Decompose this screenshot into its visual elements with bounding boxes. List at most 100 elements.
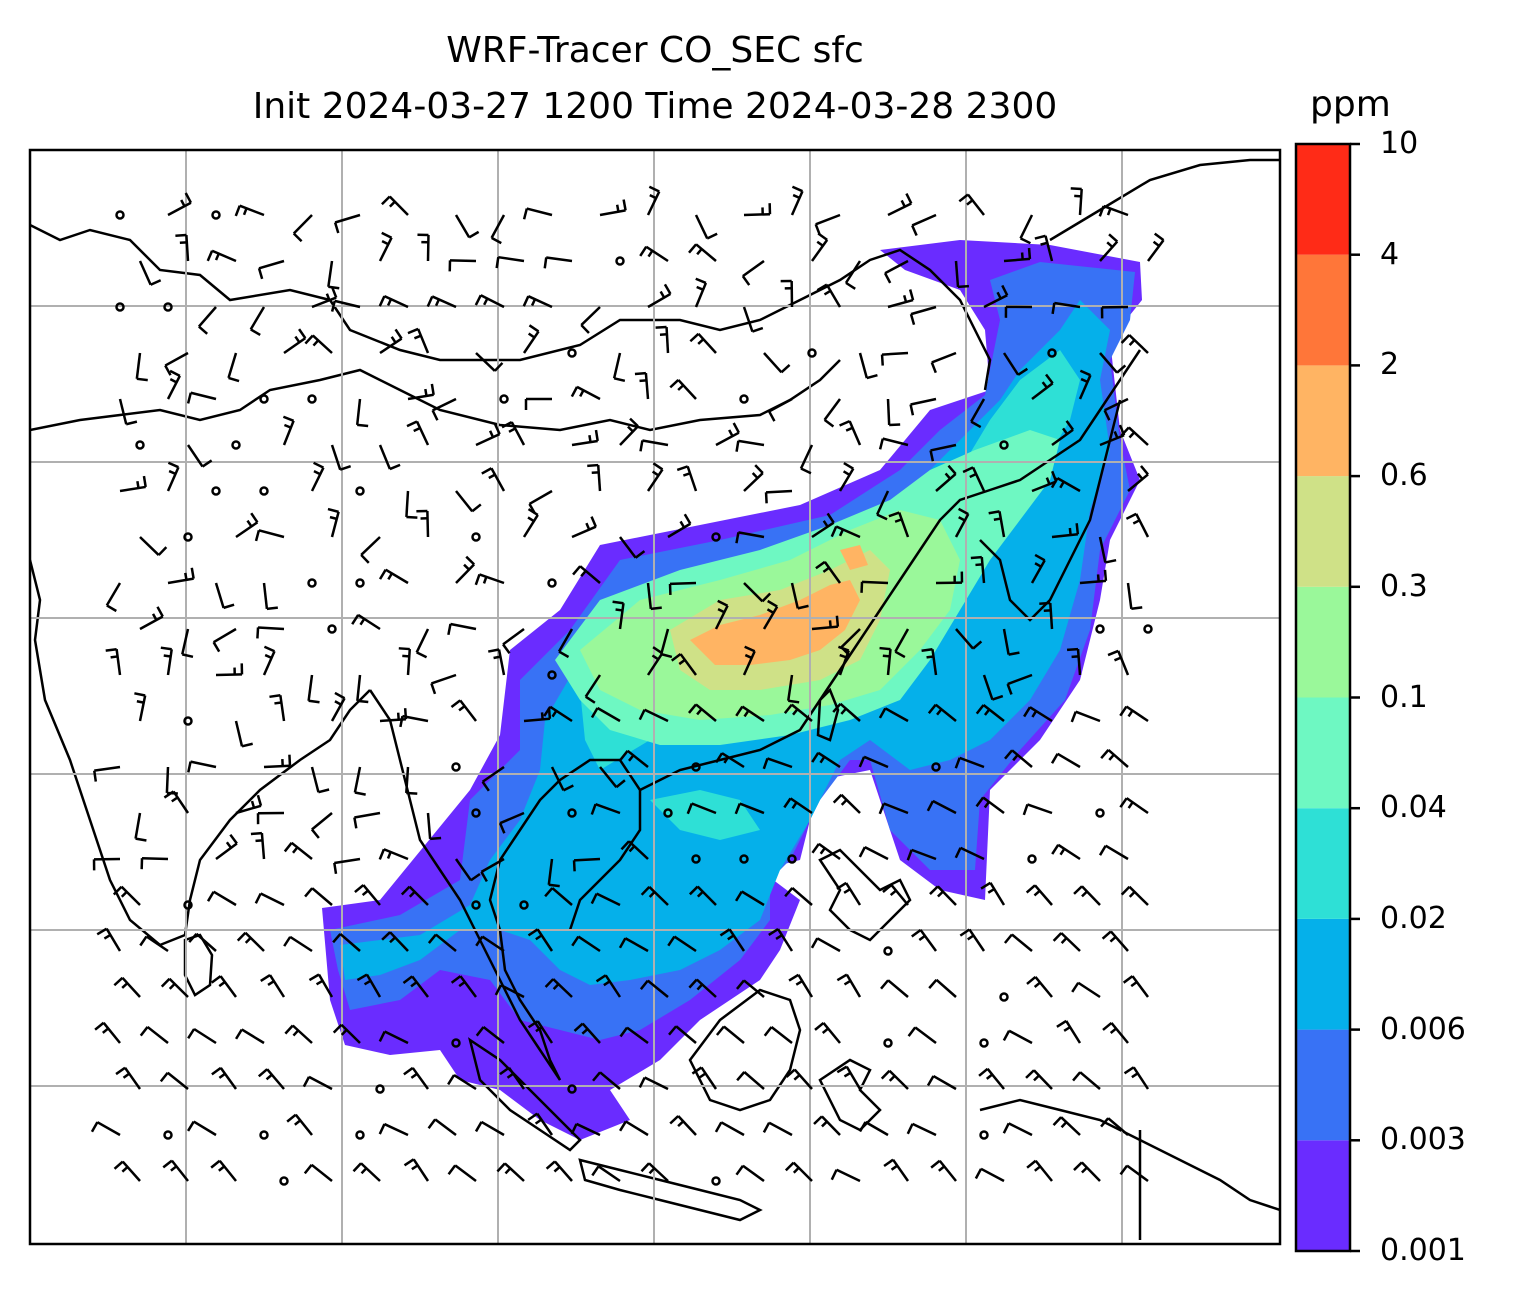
wind-barb (1127, 465, 1149, 492)
wind-barb (858, 755, 889, 769)
wind-barb (887, 193, 913, 217)
calm-wind-marker (259, 394, 269, 404)
wind-barb (1022, 803, 1053, 816)
wind-barb (254, 529, 285, 542)
calm-wind-marker (355, 1130, 365, 1140)
wind-barb (417, 233, 430, 262)
wind-barb (427, 933, 457, 952)
calm-wind-marker (739, 394, 749, 404)
wind-barb (790, 582, 809, 610)
wind-barb (227, 352, 240, 383)
wind-barb (768, 927, 794, 952)
wind-barb (1119, 797, 1149, 815)
wind-barb (332, 933, 361, 952)
wind-barb (980, 881, 1006, 906)
wind-barb (495, 255, 525, 269)
wind-barb (528, 489, 553, 515)
wind-barb (935, 571, 964, 585)
wind-barb (587, 463, 602, 492)
wind-barb (590, 892, 621, 907)
wind-barb (454, 214, 480, 239)
wind-barb (481, 765, 505, 792)
wind-barb (714, 599, 729, 630)
wind-barb (1050, 752, 1081, 769)
wind-barb (880, 979, 909, 998)
wind-barb (1066, 647, 1082, 676)
colorbar-tick-label: 0.1 (1380, 679, 1428, 715)
wind-barb (1073, 885, 1101, 906)
colorbar-segment-0 (1296, 1140, 1350, 1251)
colorbar-tick-label: 0.003 (1380, 1122, 1466, 1158)
wind-barb (210, 1159, 237, 1182)
wind-barb (1146, 232, 1165, 262)
wind-barb (381, 931, 409, 952)
wind-barb (783, 703, 813, 722)
wind-barb (487, 648, 506, 676)
colorbar-tick-label: 0.04 (1380, 790, 1447, 826)
coastline-taiwan (816, 687, 840, 742)
wind-barb (618, 937, 649, 953)
wind-barb (92, 857, 121, 871)
wind-barb (450, 699, 477, 722)
wind-barb (360, 536, 381, 564)
wind-barb (823, 398, 842, 428)
wind-barb (810, 937, 841, 953)
wind-barb (494, 984, 525, 999)
wind-barb (814, 1021, 841, 1044)
wind-barb (283, 841, 313, 860)
wind-barb (911, 213, 937, 237)
calm-wind-marker (279, 1176, 289, 1186)
wind-barb (496, 1162, 525, 1182)
calm-wind-marker (451, 762, 461, 772)
wind-barb (962, 466, 986, 492)
calm-wind-marker (787, 854, 797, 864)
wind-barb (930, 351, 957, 374)
calm-wind-marker (711, 1176, 721, 1186)
wind-barb (215, 663, 244, 677)
wind-barb (638, 708, 669, 723)
wind-barb (160, 977, 189, 998)
wind-barb (1099, 233, 1119, 262)
wind-barb (783, 797, 813, 815)
calm-wind-marker (471, 532, 481, 542)
wind-barb (1098, 844, 1129, 861)
wind-barb (284, 1024, 313, 1044)
wind-barb (580, 306, 601, 334)
calm-wind-marker (471, 808, 481, 818)
wind-barb (545, 1160, 573, 1182)
colorbar-segment-4 (1296, 697, 1350, 809)
wind-barb (591, 1165, 621, 1183)
wind-barb (543, 705, 573, 723)
wind-barb (522, 508, 539, 538)
wind-barb (1099, 352, 1127, 374)
wind-barb (1031, 373, 1054, 400)
wind-barb (790, 185, 804, 216)
calm-wind-marker (979, 1130, 989, 1140)
wind-barb (481, 467, 506, 492)
coastline-java (578, 1158, 763, 1222)
wind-barb (694, 277, 708, 308)
wind-barb (330, 299, 361, 312)
wind-barb (234, 720, 253, 748)
wind-barb (687, 703, 717, 722)
wind-barb (928, 978, 957, 998)
wind-barb (286, 1113, 313, 1136)
wind-barb (955, 628, 983, 650)
wind-barb (1123, 1066, 1150, 1090)
wind-barb (90, 1121, 121, 1137)
calm-wind-marker (259, 486, 269, 496)
wind-barb (262, 582, 278, 611)
wind-barb (524, 397, 553, 411)
wind-barb (780, 279, 794, 308)
calm-wind-marker (663, 808, 673, 818)
wind-barb (894, 628, 910, 659)
wind-barb (527, 928, 554, 952)
wind-barb (355, 398, 369, 428)
wind-barb (1120, 885, 1149, 906)
wind-barb (378, 1030, 409, 1045)
wind-barb (356, 973, 382, 998)
wind-barb (880, 351, 909, 366)
wind-barb (135, 352, 148, 382)
wind-barb (970, 398, 986, 429)
wind-barb (134, 692, 147, 722)
